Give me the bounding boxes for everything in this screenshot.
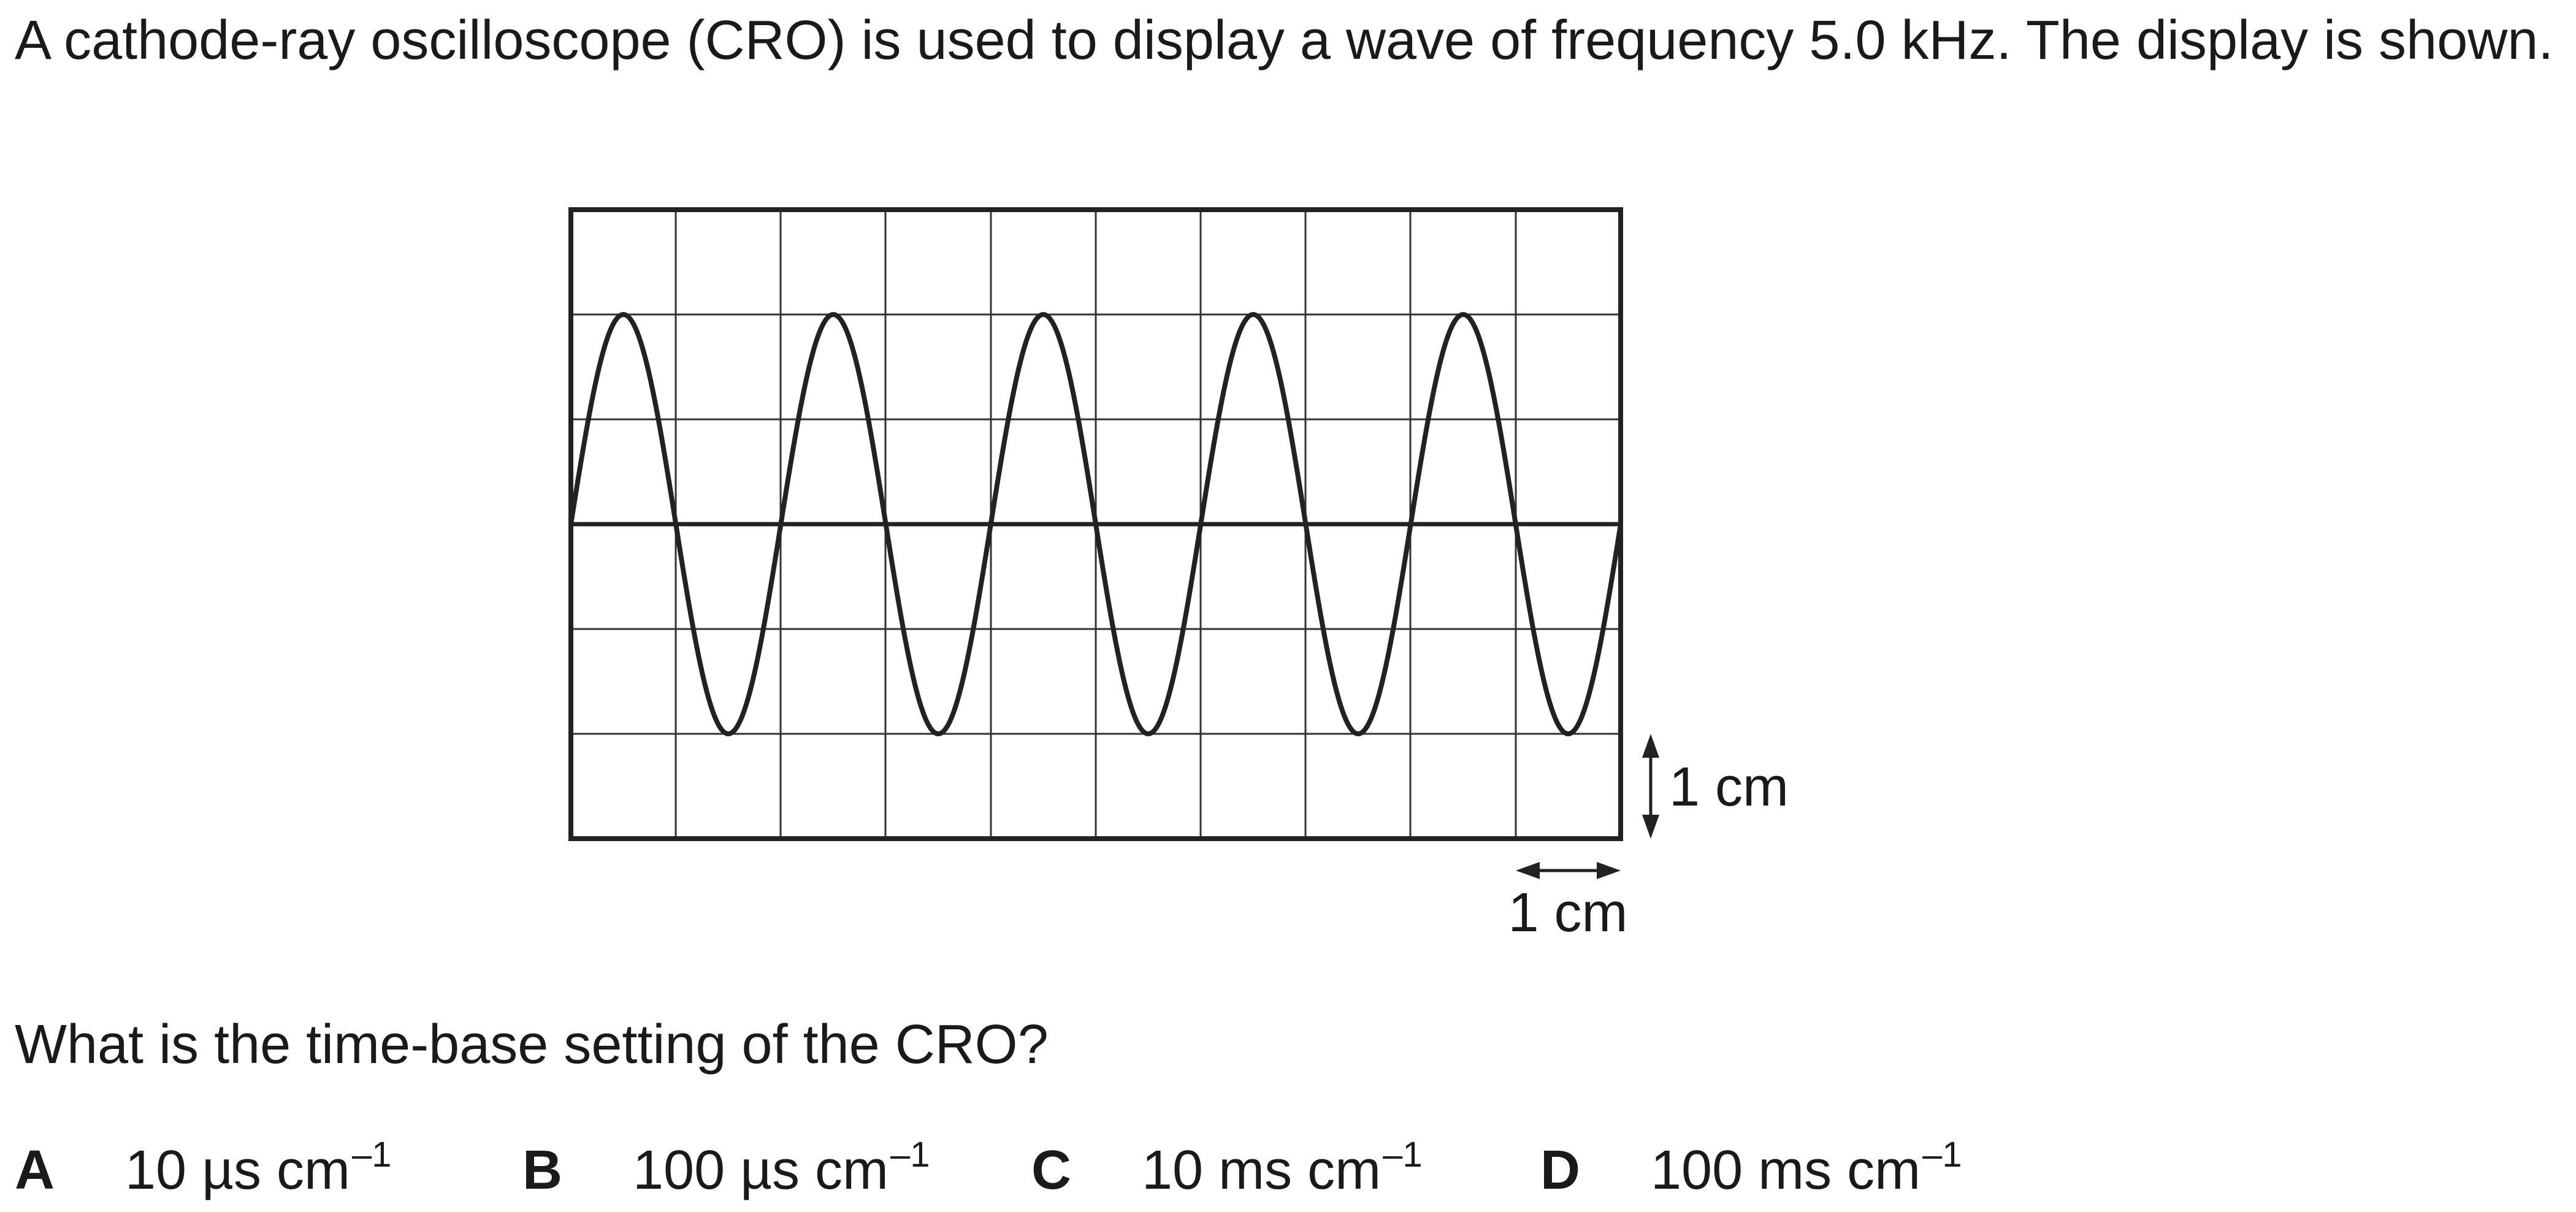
horizontal-scale-arrow [1516, 862, 1621, 879]
sine-waveform [568, 312, 1623, 736]
option-a-letter: A [15, 1140, 55, 1201]
vertical-scale-label: 1 cm [1669, 757, 1789, 818]
option-d-exponent: –1 [1922, 1135, 1962, 1175]
option-b-value: 100 µs cm–1 [633, 1135, 930, 1201]
option-c-letter: C [1031, 1140, 1071, 1201]
question-prompt: What is the time-base setting of the CRO… [15, 1014, 1049, 1075]
option-b-letter: B [522, 1140, 562, 1201]
option-c-exponent: –1 [1383, 1135, 1423, 1175]
screen-border [568, 207, 1623, 841]
vertical-scale-arrow [1642, 734, 1659, 839]
option-a-value: 10 µs cm–1 [125, 1135, 392, 1201]
horizontal-scale-label: 1 cm [1508, 882, 1627, 943]
option-d-letter: D [1540, 1140, 1580, 1201]
question-stem: A cathode-ray oscilloscope (CRO) is used… [15, 10, 2554, 71]
option-c-value: 10 ms cm–1 [1142, 1135, 1423, 1201]
option-d-value: 100 ms cm–1 [1651, 1135, 1962, 1201]
option-b-exponent: –1 [890, 1135, 930, 1175]
option-a-exponent: –1 [351, 1135, 392, 1175]
